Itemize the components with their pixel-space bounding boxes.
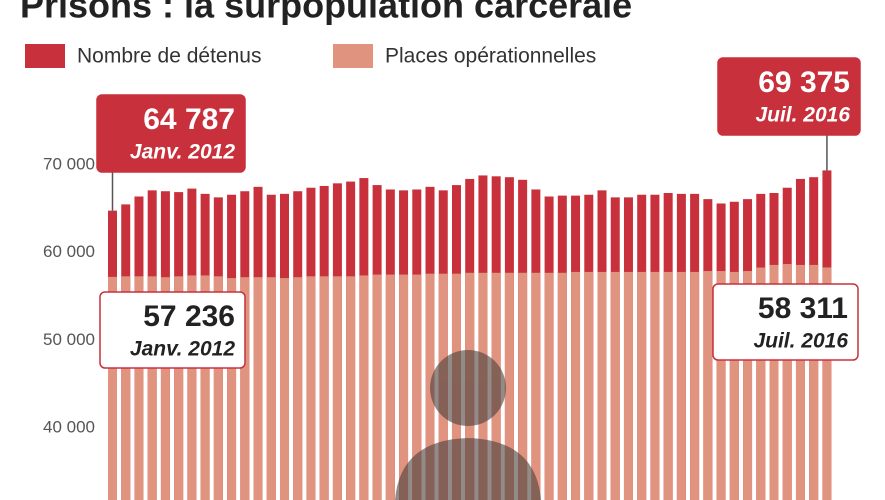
annotation-value: 69 375 (758, 66, 850, 99)
bar (531, 272, 541, 500)
bar (200, 275, 210, 500)
annotation-box (717, 57, 861, 136)
bar (782, 264, 792, 500)
bar (346, 276, 356, 500)
bar (690, 271, 700, 500)
legend-label: Nombre de détenus (77, 45, 261, 68)
annotation-value: 64 787 (143, 103, 235, 136)
bar (650, 271, 660, 500)
bar (544, 272, 554, 500)
silhouette-head (430, 350, 506, 426)
bar (518, 272, 528, 500)
legend-swatch (333, 44, 373, 68)
bar (319, 276, 329, 500)
bar (147, 276, 157, 500)
bar (637, 271, 647, 500)
bar (187, 275, 197, 500)
bar (822, 267, 832, 500)
bar (279, 278, 289, 500)
legend-swatch (25, 44, 65, 68)
bar (597, 271, 607, 500)
annotation-box (712, 283, 859, 361)
annotation-box (96, 94, 246, 173)
bar (399, 274, 409, 500)
bar (240, 277, 250, 500)
bar (121, 276, 131, 500)
bar (795, 264, 805, 500)
annotation-value: 57 236 (143, 300, 235, 333)
bar (108, 276, 117, 500)
bar (809, 264, 819, 500)
bar (306, 276, 316, 500)
bar (756, 267, 766, 500)
bar (213, 276, 223, 500)
bar (385, 274, 395, 500)
bar (266, 277, 276, 500)
bar (703, 271, 713, 500)
bar (729, 271, 739, 500)
bar (571, 271, 581, 500)
bar (160, 277, 170, 500)
y-tick-label: 40 000 (43, 418, 95, 437)
bar (743, 271, 753, 500)
bar (412, 274, 422, 500)
annotation-date: Janv. 2012 (130, 141, 235, 164)
bar (716, 271, 726, 500)
bar (359, 275, 369, 500)
bar (174, 276, 184, 500)
bar (332, 276, 342, 500)
annotation-date: Juil. 2016 (753, 330, 848, 353)
annotation-date: Juil. 2016 (755, 104, 850, 127)
annotation-box (99, 291, 246, 369)
silhouette (395, 350, 541, 500)
chart-title: Prisons : la surpopulation carcérale (20, 0, 632, 26)
bar (227, 278, 237, 500)
annotation-date: Janv. 2012 (130, 338, 235, 361)
bar (623, 271, 633, 500)
bar (293, 277, 303, 500)
bar (504, 272, 514, 500)
bar (663, 271, 673, 500)
bar (610, 271, 620, 500)
bar (253, 277, 263, 500)
y-tick-label: 70 000 (43, 154, 95, 173)
bar (557, 272, 567, 500)
annotation-value: 58 311 (758, 292, 848, 325)
bar (372, 274, 382, 500)
bar (676, 271, 686, 500)
legend-label: Places opérationnelles (385, 45, 596, 68)
y-tick-label: 60 000 (43, 242, 95, 261)
bar (769, 264, 779, 500)
bar (134, 276, 144, 500)
bar (584, 271, 594, 500)
y-tick-label: 50 000 (43, 330, 95, 349)
silhouette-body (395, 438, 541, 500)
